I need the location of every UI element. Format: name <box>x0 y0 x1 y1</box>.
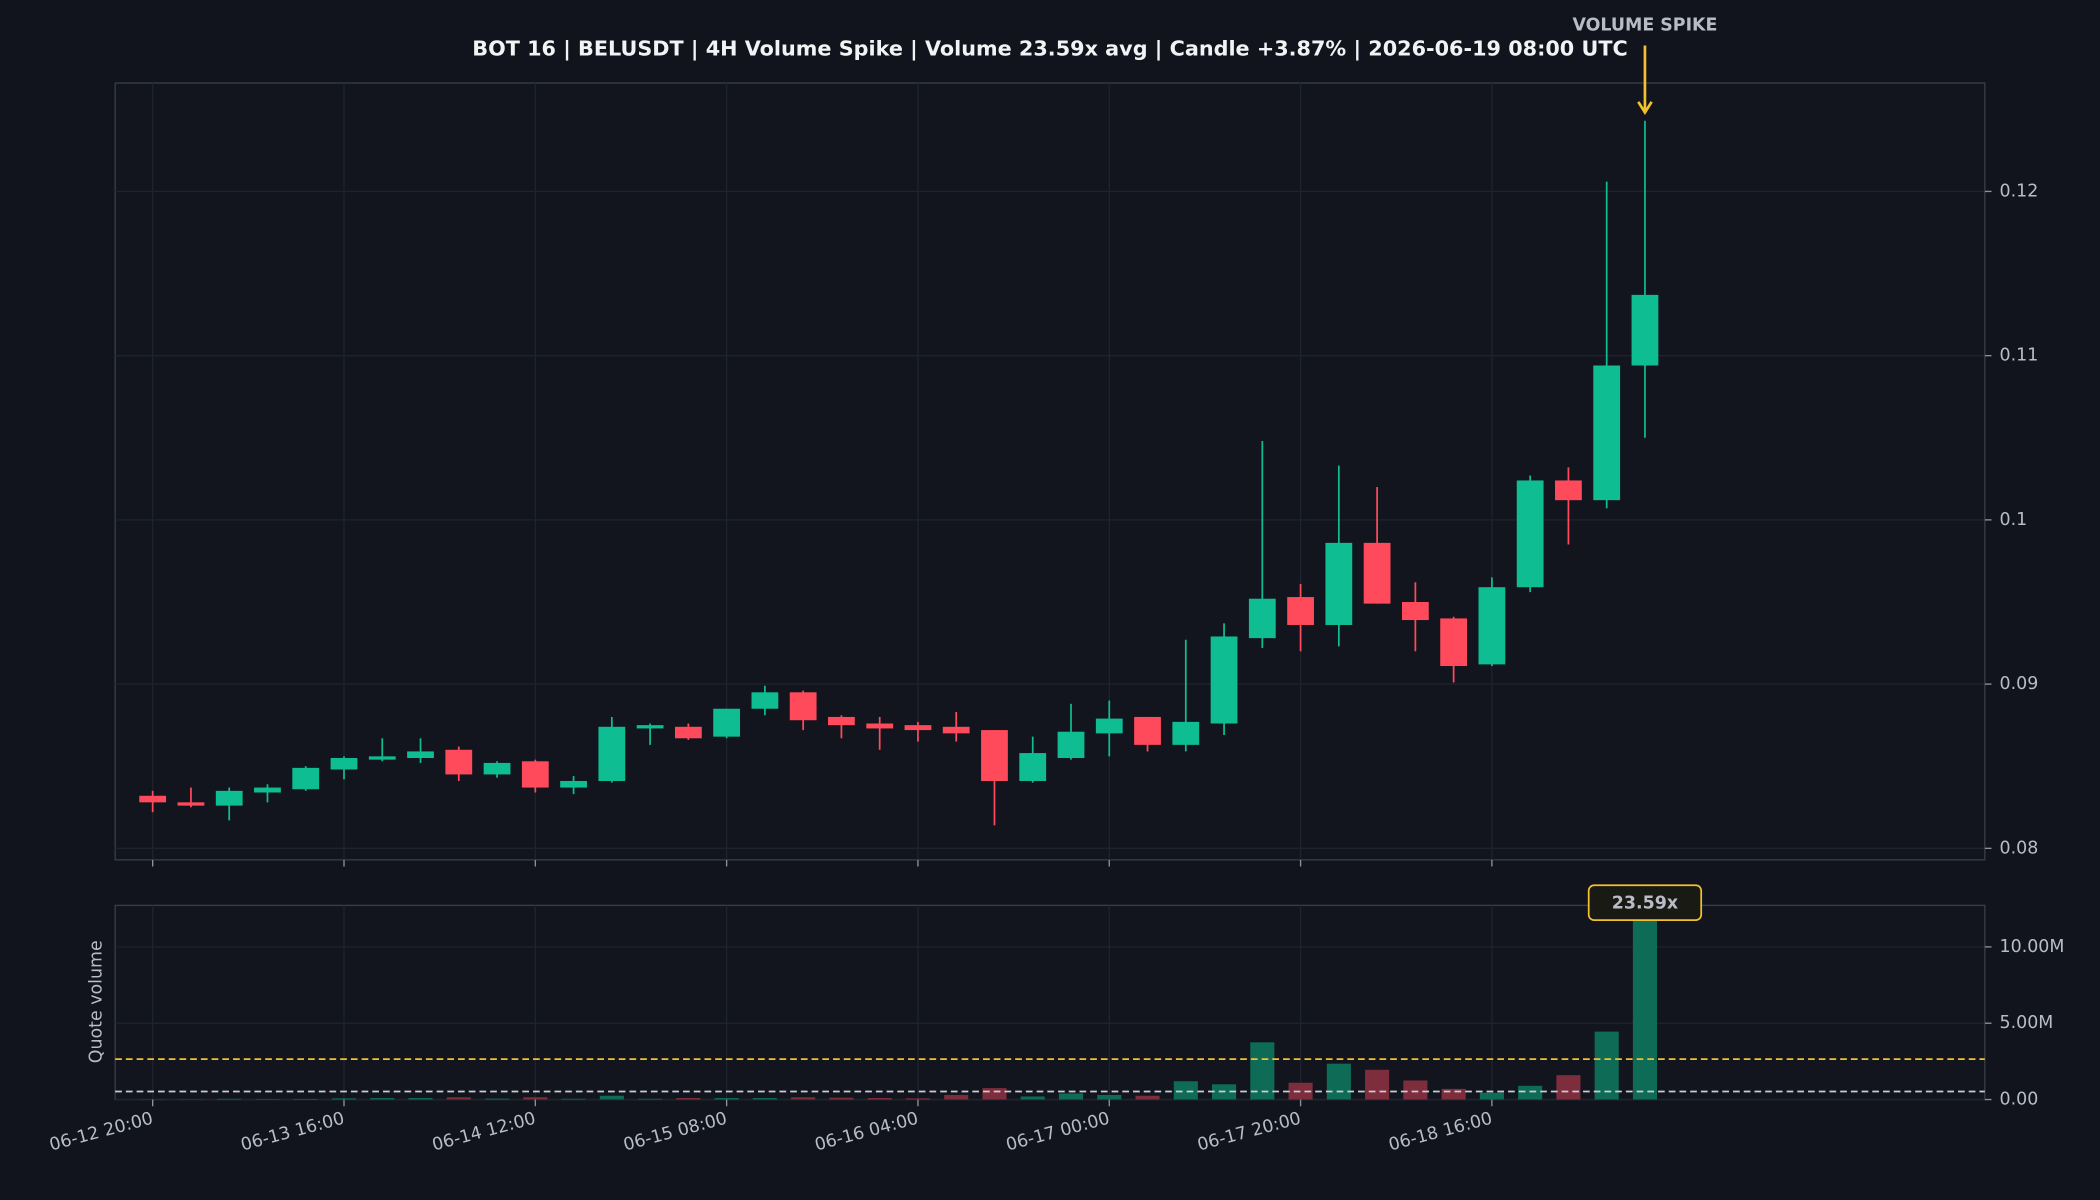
volume-bar <box>1058 1093 1084 1100</box>
volume-bar <box>1173 1081 1198 1100</box>
y-tick-label: 0.11 <box>2000 346 2039 366</box>
y-tick-label: 0.08 <box>2000 838 2039 858</box>
candle-body <box>981 730 1008 781</box>
candle-body <box>1401 601 1429 621</box>
candle-body <box>521 761 549 788</box>
candle-body <box>713 708 741 737</box>
candle-body <box>177 802 205 806</box>
y-tick-label: 0.1 <box>2000 510 2028 530</box>
y-tick-label: 10.00M <box>2000 937 2065 957</box>
volume-axis-label: Quote volume <box>86 940 106 1063</box>
volume-bar <box>905 1098 931 1100</box>
candle-body <box>1287 597 1314 625</box>
volume-bar <box>982 1088 1007 1100</box>
candle-body <box>1478 587 1506 665</box>
volume-bar <box>1632 908 1658 1100</box>
volume-bar <box>944 1094 969 1100</box>
candle-body <box>598 726 626 781</box>
volume-bar <box>791 1097 816 1100</box>
volume-bar <box>293 1098 318 1100</box>
candle-body <box>1248 598 1276 639</box>
candle-body <box>636 725 664 729</box>
candle-body <box>866 723 894 729</box>
volume-bar <box>1288 1082 1313 1100</box>
candle-body <box>1593 365 1621 501</box>
y-tick-label: 0.00 <box>2000 1090 2039 1110</box>
candle-body <box>1134 716 1161 745</box>
candle-body <box>215 790 243 806</box>
volume-bar <box>408 1098 433 1100</box>
annotation-arrowhead <box>1637 101 1653 116</box>
candle-body <box>1325 542 1353 625</box>
volume-bar <box>1135 1095 1160 1100</box>
candle-body <box>292 767 320 790</box>
candle-body <box>445 749 473 775</box>
candle-body <box>942 726 970 734</box>
volume-bar <box>1518 1085 1543 1100</box>
candle-body <box>751 692 779 709</box>
volume-bar <box>1250 1042 1275 1100</box>
volume-bar <box>561 1098 586 1100</box>
volume-bar <box>1594 1031 1619 1100</box>
volume-panel <box>114 904 1986 1101</box>
candle-body <box>1210 636 1238 724</box>
candle-body <box>407 751 434 759</box>
candle-body <box>368 756 396 760</box>
volume-bar <box>370 1098 395 1100</box>
candle-body <box>560 780 587 788</box>
candle-body <box>1631 294 1659 366</box>
y-tick-label: 0.09 <box>2000 674 2039 694</box>
volume-bar <box>446 1097 471 1100</box>
volume-bar <box>523 1097 548 1100</box>
volume-bar <box>1097 1094 1122 1100</box>
candle-body <box>674 726 702 739</box>
badge-box <box>1587 884 1703 921</box>
annotation: VOLUME SPIKE <box>1572 15 1717 35</box>
candle-body <box>789 692 817 721</box>
candle-body <box>1057 731 1085 759</box>
volume-bar <box>752 1098 777 1100</box>
candle-body <box>1172 721 1200 745</box>
volume-bar <box>217 1098 242 1100</box>
volume-bar <box>1556 1075 1581 1100</box>
candle-body <box>1019 753 1047 781</box>
volume-bar <box>676 1098 701 1100</box>
candle-body <box>1440 618 1468 667</box>
volume-bar <box>1403 1080 1428 1100</box>
candle-body <box>254 787 281 793</box>
volume-bar <box>638 1098 663 1100</box>
y-tick-label: 5.00M <box>2000 1013 2054 1033</box>
candle-body <box>828 716 855 726</box>
volume-bar <box>1441 1088 1466 1100</box>
candle-body <box>139 795 167 803</box>
volume-bar <box>867 1098 892 1100</box>
volume-bar <box>1020 1096 1045 1100</box>
candle-body <box>1516 480 1544 588</box>
volume-bar <box>714 1098 739 1100</box>
volume-bar <box>1326 1063 1351 1100</box>
volume-bar <box>1365 1069 1390 1100</box>
candle-body <box>330 758 358 770</box>
candle-body <box>1555 480 1582 501</box>
chart-title: BOT 16 | BELUSDT | 4H Volume Spike | Vol… <box>472 37 1627 62</box>
candle-body <box>1095 718 1123 734</box>
volume-bar <box>599 1095 624 1100</box>
badge: 23.59x <box>1612 893 1678 913</box>
candle-body <box>483 762 511 775</box>
volume-bar <box>1479 1092 1504 1100</box>
y-tick-label: 0.12 <box>2000 181 2039 201</box>
volume-bar <box>331 1098 357 1100</box>
price-panel <box>114 82 1986 861</box>
candle-body <box>1363 542 1391 604</box>
volume-bar <box>829 1097 854 1100</box>
volume-bar <box>484 1098 510 1100</box>
candle-body <box>904 725 932 731</box>
